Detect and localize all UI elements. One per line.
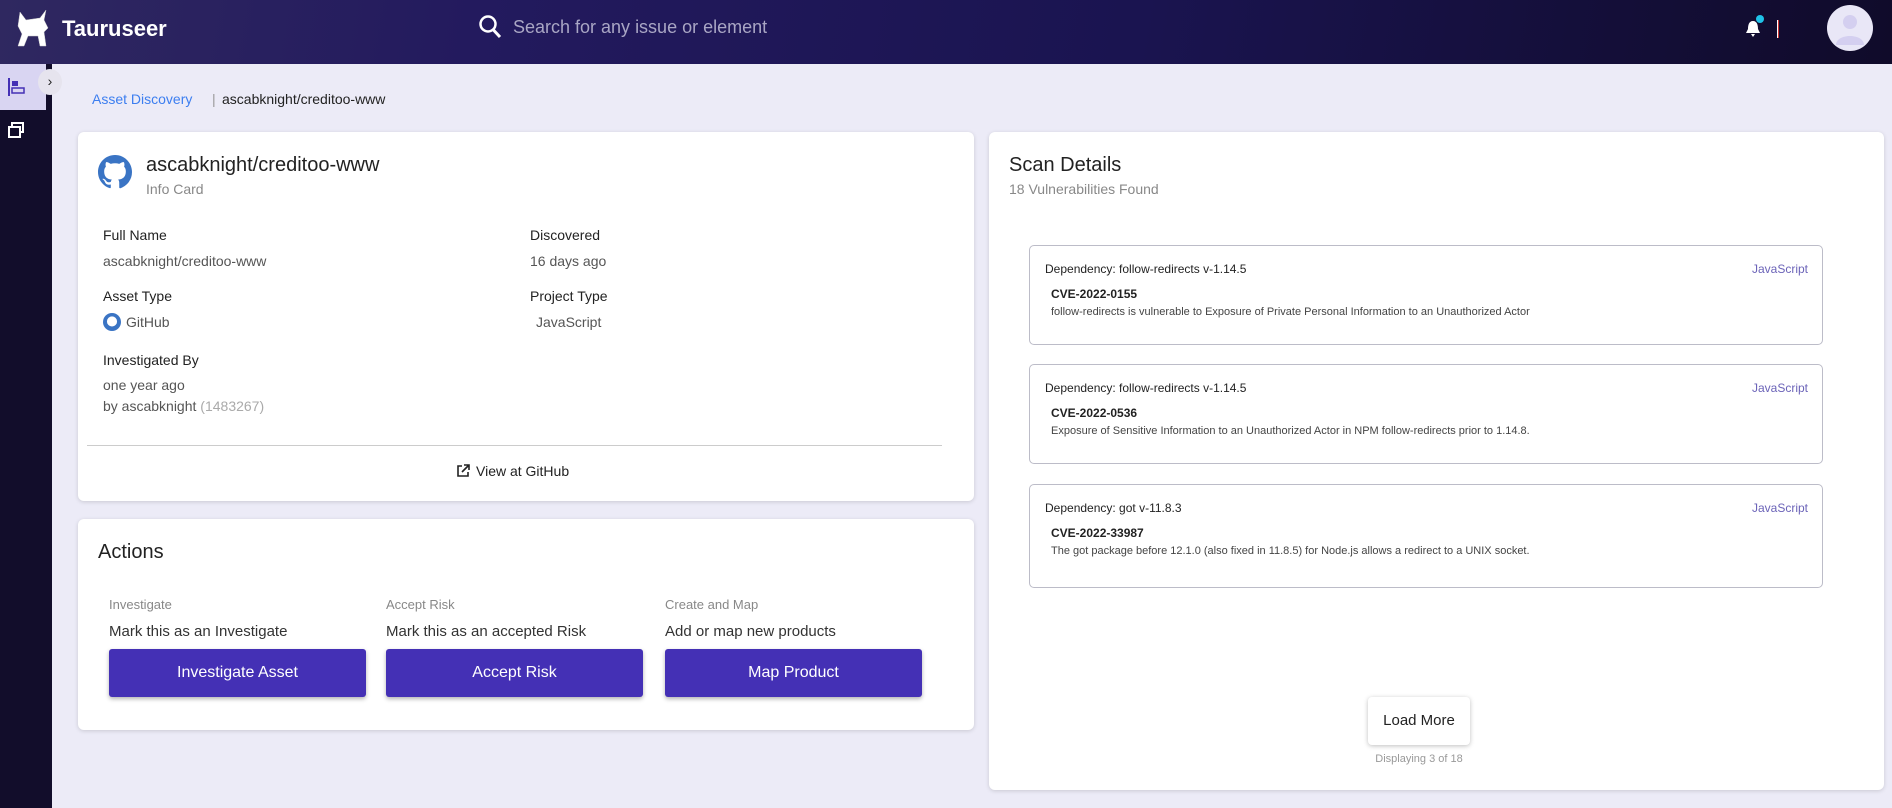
accept-risk-label: Accept Risk xyxy=(386,597,455,612)
github-icon xyxy=(103,313,121,331)
actions-title: Actions xyxy=(98,541,164,563)
card-subtitle: Info Card xyxy=(146,181,204,197)
breadcrumb-separator: | xyxy=(212,91,216,107)
divider xyxy=(87,445,942,446)
align-left-icon xyxy=(8,78,25,96)
breadcrumb-link[interactable]: Asset Discovery xyxy=(92,91,193,107)
investigated-when: one year ago xyxy=(103,377,185,393)
load-more-button[interactable]: Load More xyxy=(1368,697,1470,745)
full-name-label: Full Name xyxy=(103,227,167,243)
asset-type-value: GitHub xyxy=(126,314,170,330)
card-title: ascabknight/creditoo-www xyxy=(146,154,380,176)
brand-name: Tauruseer xyxy=(62,16,167,41)
user-icon xyxy=(1836,15,1864,45)
cve-id: CVE-2022-0155 xyxy=(1051,287,1138,301)
cve-id: CVE-2022-0536 xyxy=(1051,406,1138,420)
search-input[interactable]: Search for any issue or element xyxy=(513,17,768,37)
create-map-desc: Add or map new products xyxy=(665,623,836,640)
dependency: Dependency: follow-redirects v-1.14.5 xyxy=(1045,381,1247,395)
notification-dot xyxy=(1756,15,1764,23)
breadcrumb-current: ascabknight/creditoo-www xyxy=(222,91,386,107)
map-product-button[interactable]: Map Product xyxy=(665,649,922,697)
create-map-label: Create and Map xyxy=(665,597,759,612)
github-icon xyxy=(98,155,132,189)
full-name-value: ascabknight/creditoo-www xyxy=(103,253,267,269)
investigate-asset-button[interactable]: Investigate Asset xyxy=(109,649,366,697)
vulnerability-item[interactable]: Dependency: got v-11.8.3 JavaScript CVE-… xyxy=(1029,484,1823,588)
investigate-desc: Mark this as an Investigate xyxy=(109,623,288,640)
actions-card: Actions Investigate Mark this as an Inve… xyxy=(78,519,974,730)
investigated-label: Investigated By xyxy=(103,352,199,368)
sidebar-item-windows[interactable] xyxy=(8,122,24,138)
dependency: Dependency: follow-redirects v-1.14.5 xyxy=(1045,262,1247,276)
cve-description: The got package before 12.1.0 (also fixe… xyxy=(1051,545,1530,557)
view-at-github-link[interactable]: View at GitHub xyxy=(456,463,569,479)
cve-description: follow-redirects is vulnerable to Exposu… xyxy=(1051,306,1530,318)
scan-title: Scan Details xyxy=(1009,154,1122,176)
project-type-value: JavaScript xyxy=(536,314,602,330)
accept-risk-desc: Mark this as an accepted Risk xyxy=(386,623,587,640)
asset-type-label: Asset Type xyxy=(103,288,173,304)
avatar[interactable] xyxy=(1827,5,1873,51)
language: JavaScript xyxy=(1751,501,1808,515)
search-icon[interactable] xyxy=(478,14,502,40)
sidebar-toggle-chevron-icon[interactable]: › xyxy=(38,69,62,95)
investigate-label: Investigate xyxy=(109,597,172,612)
scan-subtitle: 18 Vulnerabilities Found xyxy=(1009,181,1159,197)
project-type-label: Project Type xyxy=(530,288,608,304)
discovered-label: Discovered xyxy=(530,227,601,243)
bull-logo-icon xyxy=(17,9,49,47)
external-link-icon xyxy=(457,464,470,477)
investigated-id: (1483267) xyxy=(200,398,265,414)
discovered-value: 16 days ago xyxy=(530,253,607,269)
language: JavaScript xyxy=(1751,262,1808,276)
displaying-count: Displaying 3 of 18 xyxy=(1375,753,1463,765)
cve-id: CVE-2022-33987 xyxy=(1051,526,1144,540)
dependency: Dependency: got v-11.8.3 xyxy=(1045,501,1182,515)
language: JavaScript xyxy=(1751,381,1808,395)
info-card: ascabknight/creditoo-www Info Card Full … xyxy=(78,132,974,501)
sidebar xyxy=(0,64,52,808)
accept-risk-button[interactable]: Accept Risk xyxy=(386,649,643,697)
divider xyxy=(1777,20,1779,38)
cve-description: Exposure of Sensitive Information to an … xyxy=(1051,425,1530,437)
view-at-github-label: View at GitHub xyxy=(476,463,570,479)
vulnerability-item[interactable]: Dependency: follow-redirects v-1.14.5 Ja… xyxy=(1029,364,1823,464)
vulnerability-item[interactable]: Dependency: follow-redirects v-1.14.5 Ja… xyxy=(1029,245,1823,345)
investigated-by: by ascabknight xyxy=(103,398,197,414)
top-bar: Tauruseer Search for any issue or elemen… xyxy=(0,0,1892,64)
bell-icon[interactable] xyxy=(1745,20,1761,38)
